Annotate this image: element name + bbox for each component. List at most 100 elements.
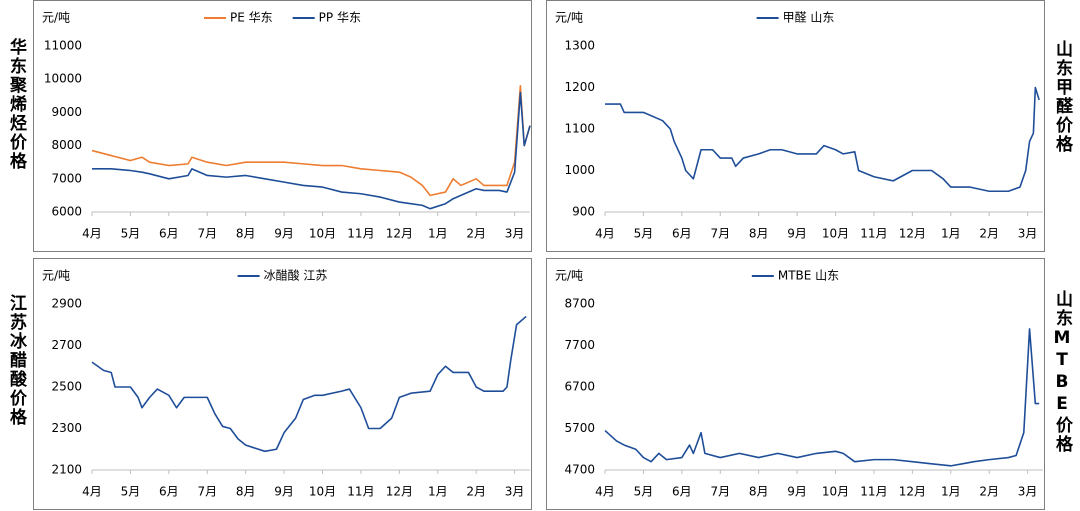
x-tick-label: 2月 bbox=[979, 227, 999, 241]
series-line bbox=[604, 328, 1040, 467]
x-tick-label: 6月 bbox=[159, 227, 179, 241]
x-tick-label: 3月 bbox=[1018, 227, 1038, 241]
y-tick-label: 10000 bbox=[44, 72, 82, 86]
y-tick-label: 2500 bbox=[51, 380, 82, 394]
legend-label: PE 华东 bbox=[230, 11, 273, 25]
x-tick-label: 1月 bbox=[941, 485, 961, 499]
legend: MTBE 山东 bbox=[751, 269, 839, 283]
x-tick-label: 1月 bbox=[428, 227, 448, 241]
x-tick-label: 10月 bbox=[309, 227, 336, 241]
x-tick-label: 2月 bbox=[466, 485, 486, 499]
y-tick-label: 6700 bbox=[564, 380, 595, 394]
y-axis-label: 元/吨 bbox=[555, 11, 583, 25]
y-tick-label: 8000 bbox=[51, 138, 82, 152]
x-tick-label: 1月 bbox=[941, 227, 961, 241]
x-tick-label: 7月 bbox=[710, 485, 730, 499]
x-tick-label: 4月 bbox=[82, 227, 102, 241]
legend-label: PP 华东 bbox=[319, 11, 361, 25]
x-tick-label: 7月 bbox=[197, 485, 217, 499]
x-tick-label: 4月 bbox=[595, 485, 615, 499]
legend-label: MTBE 山东 bbox=[778, 269, 839, 283]
x-tick-label: 11月 bbox=[860, 227, 887, 241]
x-tick-label: 2月 bbox=[979, 485, 999, 499]
y-tick-label: 4700 bbox=[564, 463, 595, 477]
y-tick-label: 6000 bbox=[51, 205, 82, 219]
x-tick-label: 12月 bbox=[899, 227, 926, 241]
x-tick-label: 11月 bbox=[860, 485, 887, 499]
x-tick-label: 4月 bbox=[82, 485, 102, 499]
y-tick-label: 9000 bbox=[51, 105, 82, 119]
y-axis-label: 元/吨 bbox=[42, 269, 70, 283]
y-tick-label: 2300 bbox=[51, 421, 82, 435]
x-tick-label: 8月 bbox=[236, 485, 256, 499]
x-tick-label: 1月 bbox=[428, 485, 448, 499]
chart-panel: 元/吨 2100 2300 2500 2700 2900 4月 5月 6月 7月 8月 9月 10月 11… bbox=[33, 258, 532, 510]
x-tick-label: 8月 bbox=[236, 227, 256, 241]
legend: PE 华东 PP 华东 bbox=[204, 11, 361, 25]
x-tick-label: 2月 bbox=[466, 227, 486, 241]
x-tick-label: 9月 bbox=[274, 227, 294, 241]
legend: 冰醋酸 江苏 bbox=[237, 268, 328, 283]
x-tick-label: 7月 bbox=[197, 227, 217, 241]
chart-panel: 元/吨 6000 7000 8000 9000 10000 11000 4月 5月 6月 7月 8月 9… bbox=[33, 0, 532, 252]
x-tick-label: 12月 bbox=[386, 485, 413, 499]
y-tick-label: 7000 bbox=[51, 171, 82, 185]
x-tick-label: 10月 bbox=[309, 485, 336, 499]
chart: 元/吨 2100 2300 2500 2700 2900 4月 5月 6月 7月 8月 9月 10月 11… bbox=[42, 268, 530, 499]
y-tick-label: 1300 bbox=[564, 39, 595, 53]
chart-panel: 元/吨 4700 5700 6700 7700 8700 4月 5月 6月 7月 8月 9月 10月 11… bbox=[546, 258, 1045, 510]
series-line bbox=[91, 85, 531, 197]
chart-panel: 元/吨 900 1000 1100 1200 1300 4月 5月 6月 7月 8月 9月 10月 11月… bbox=[546, 0, 1045, 252]
x-tick-label: 11月 bbox=[347, 485, 374, 499]
x-tick-label: 9月 bbox=[787, 227, 807, 241]
x-tick-label: 3月 bbox=[505, 485, 525, 499]
x-tick-label: 5月 bbox=[121, 227, 141, 241]
chart: 元/吨 900 1000 1100 1200 1300 4月 5月 6月 7月 8月 9月 10月 11月… bbox=[555, 10, 1043, 241]
x-tick-label: 6月 bbox=[159, 485, 179, 499]
y-tick-label: 2100 bbox=[51, 463, 82, 477]
x-tick-label: 10月 bbox=[822, 227, 849, 241]
x-tick-label: 7月 bbox=[710, 227, 730, 241]
x-tick-label: 3月 bbox=[1018, 485, 1038, 499]
x-tick-label: 8月 bbox=[749, 485, 769, 499]
chart: 元/吨 4700 5700 6700 7700 8700 4月 5月 6月 7月 8月 9月 10月 11… bbox=[555, 269, 1043, 499]
y-tick-label: 8700 bbox=[564, 297, 595, 311]
legend-label: 甲醛 山东 bbox=[783, 10, 835, 25]
x-tick-label: 12月 bbox=[386, 227, 413, 241]
side-label: 山东甲醛价格 bbox=[1052, 40, 1072, 154]
legend: 甲醛 山东 bbox=[756, 10, 835, 25]
series-line bbox=[91, 315, 527, 453]
y-tick-label: 2700 bbox=[51, 338, 82, 352]
x-tick-label: 12月 bbox=[899, 485, 926, 499]
y-tick-label: 5700 bbox=[564, 421, 595, 435]
side-label: 山东MTBE价格 bbox=[1052, 290, 1072, 454]
y-axis-label: 元/吨 bbox=[42, 11, 70, 25]
y-tick-label: 900 bbox=[572, 205, 595, 219]
x-tick-label: 9月 bbox=[274, 485, 294, 499]
y-axis-label: 元/吨 bbox=[555, 269, 583, 283]
x-tick-label: 3月 bbox=[505, 227, 525, 241]
x-tick-label: 5月 bbox=[121, 485, 141, 499]
y-tick-label: 1100 bbox=[564, 122, 595, 136]
x-tick-label: 5月 bbox=[634, 227, 654, 241]
side-label: 江苏冰醋酸价格 bbox=[6, 294, 26, 427]
y-tick-label: 2900 bbox=[51, 297, 82, 311]
side-label: 华东聚烯烃价格 bbox=[6, 38, 26, 171]
x-tick-label: 11月 bbox=[347, 227, 374, 241]
y-tick-label: 7700 bbox=[564, 338, 595, 352]
x-tick-label: 5月 bbox=[634, 485, 654, 499]
series-line bbox=[92, 91, 531, 210]
y-tick-label: 11000 bbox=[44, 39, 82, 53]
x-tick-label: 4月 bbox=[595, 227, 615, 241]
legend-label: 冰醋酸 江苏 bbox=[264, 268, 328, 283]
x-tick-label: 9月 bbox=[787, 485, 807, 499]
y-tick-label: 1200 bbox=[564, 80, 595, 94]
chart: 元/吨 6000 7000 8000 9000 10000 11000 4月 5月 6月 7月 8月 9… bbox=[42, 11, 531, 241]
x-tick-label: 8月 bbox=[749, 227, 769, 241]
x-tick-label: 6月 bbox=[672, 227, 692, 241]
x-tick-label: 6月 bbox=[672, 485, 692, 499]
x-tick-label: 10月 bbox=[822, 485, 849, 499]
y-tick-label: 1000 bbox=[564, 163, 595, 177]
series-line bbox=[605, 86, 1040, 193]
